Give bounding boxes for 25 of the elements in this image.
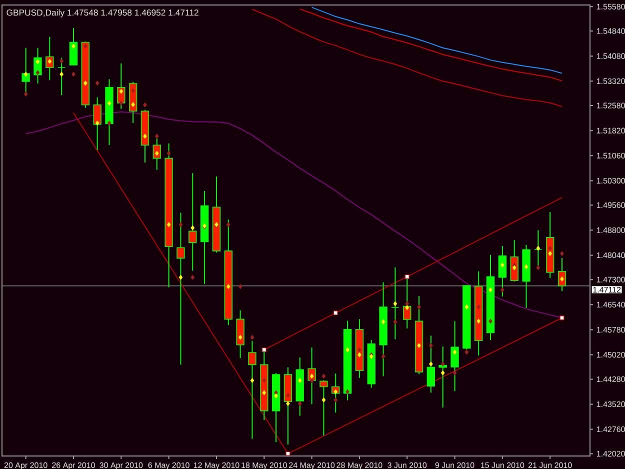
y-tick-label: 1.44280 [596, 376, 625, 382]
x-tick-label: 9 Jun 2010 [435, 462, 474, 468]
ref-line-label: 1.47112 [593, 286, 621, 292]
y-tick-label: 1.50300 [596, 178, 625, 184]
y-tick-label: 1.43520 [596, 401, 625, 408]
y-tick-label: 1.51060 [596, 152, 625, 158]
y-tick-label: 1.54840 [596, 28, 625, 34]
y-tick-label: 1.46540 [596, 302, 625, 308]
y-tick-label: 1.52580 [596, 102, 625, 108]
y-tick-label: 1.55580 [596, 4, 625, 10]
x-tick-label: 21 Jun 2010 [528, 462, 572, 468]
x-tick-label: 15 Jun 2010 [481, 462, 524, 468]
chart-title: GBPUSD,Daily 1.47548 1.47958 1.46952 1.47112 [6, 9, 198, 18]
y-tick-label: 1.54080 [596, 53, 625, 59]
y-tick-label: 1.53320 [596, 78, 625, 84]
y-tick-label: 1.48800 [596, 227, 625, 234]
y-tick-label: 1.45780 [596, 326, 625, 333]
y-tick-label: 1.49560 [596, 202, 625, 208]
y-tick-label: 1.45020 [596, 352, 625, 358]
y-tick-label: 1.42020 [596, 450, 625, 457]
y-tick-label: 1.48040 [596, 252, 625, 258]
y-tick-label: 1.42760 [596, 426, 625, 432]
x-tick-label: 3 Jun 2010 [388, 462, 427, 468]
y-tick-label: 1.51820 [596, 128, 625, 134]
y-tick-label: 1.47300 [596, 276, 625, 282]
